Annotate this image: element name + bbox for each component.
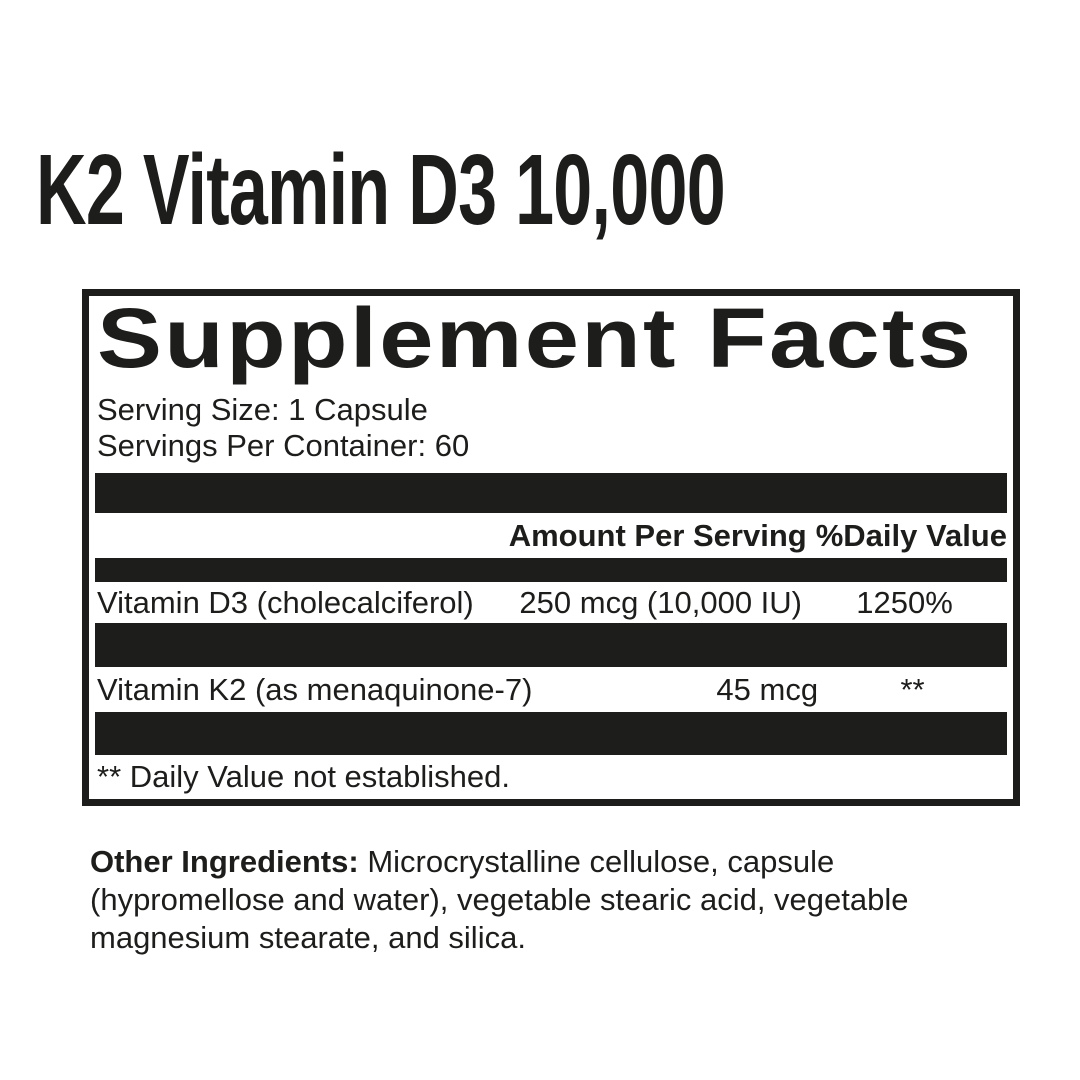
other-ingredients-text: Microcrystalline cellulose, capsule (hyp… xyxy=(90,844,909,955)
separator-bar-thick xyxy=(95,473,1007,513)
other-ingredients-label: Other Ingredients: xyxy=(90,844,359,879)
separator-bar xyxy=(95,623,1007,667)
daily-value-footnote: ** Daily Value not established. xyxy=(97,759,511,794)
serving-size: Serving Size: 1 Capsule xyxy=(97,392,428,427)
nutrient-row-vitamin-d3: Vitamin D3 (cholecalciferol) 250 mcg (10… xyxy=(95,582,1007,623)
other-ingredients-paragraph: Other Ingredients: Microcrystalline cell… xyxy=(90,843,962,957)
separator-bar xyxy=(95,712,1007,755)
separator-bar xyxy=(95,558,1007,582)
nutrient-row-vitamin-k2: Vitamin K2 (as menaquinone-7) 45 mcg ** xyxy=(95,667,1007,712)
amount-per-serving-header: Amount Per Serving xyxy=(508,517,807,553)
nutrient-name: Vitamin D3 (cholecalciferol) xyxy=(97,584,474,620)
nutrient-daily-value: ** xyxy=(900,671,925,707)
daily-value-header: %Daily Value xyxy=(815,517,1007,553)
nutrient-name: Vitamin K2 (as menaquinone-7) xyxy=(97,671,533,707)
nutrient-daily-value: 1250% xyxy=(856,584,953,620)
nutrient-amount: 45 mcg xyxy=(716,671,819,707)
product-title: K2 Vitamin D3 10,000 xyxy=(36,134,726,246)
supplement-facts-heading: Supplement Facts xyxy=(97,291,974,385)
nutrient-amount: 250 mcg (10,000 IU) xyxy=(519,584,802,620)
serving-info: Serving Size: 1 Capsule Servings Per Con… xyxy=(97,392,1007,464)
supplement-facts-panel: Supplement Facts Serving Size: 1 Capsule… xyxy=(82,289,1020,806)
column-header-row: Amount Per Serving %Daily Value xyxy=(95,513,1007,558)
servings-per-container: Servings Per Container: 60 xyxy=(97,428,470,463)
